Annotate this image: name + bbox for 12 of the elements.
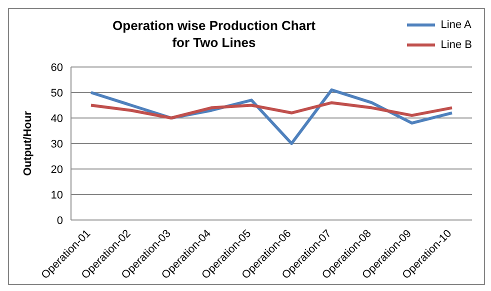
y-tick-label: 0 <box>56 214 63 227</box>
legend-label: Line B <box>440 39 472 51</box>
y-tick-label: 50 <box>50 87 63 100</box>
line-series <box>90 101 454 120</box>
y-tick-label: 10 <box>50 189 63 202</box>
chart-title: Operation wise Production Chart for Two Lines <box>112 17 316 51</box>
y-axis-title: Output/Hour <box>22 110 34 176</box>
y-tick-label: 30 <box>50 138 63 150</box>
legend-label: Line A <box>440 19 472 31</box>
y-tick-label: 40 <box>50 112 63 125</box>
y-tick-label: 20 <box>50 164 63 176</box>
y-tick-label: 60 <box>50 62 63 74</box>
